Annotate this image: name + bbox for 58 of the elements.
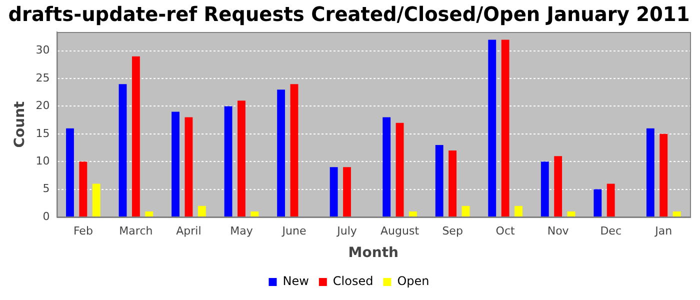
bar — [330, 167, 338, 216]
bar — [462, 206, 470, 216]
y-tick-label: 15 — [36, 126, 50, 140]
bar — [672, 211, 681, 216]
bar — [66, 128, 74, 216]
bar — [396, 122, 404, 216]
bar — [435, 144, 444, 216]
bar — [409, 211, 417, 216]
y-tick-label: 10 — [36, 154, 50, 168]
x-tick-label: August — [380, 224, 420, 238]
y-tick-label: 5 — [42, 182, 50, 196]
y-tick-label: 25 — [36, 71, 50, 84]
legend-label: Open — [397, 274, 430, 288]
x-tick-label: March — [119, 224, 153, 238]
y-tick-label: 30 — [36, 44, 50, 57]
x-tick-label: Jan — [654, 224, 672, 238]
chart-title: drafts-update-ref Requests Created/Closed/Open January 2011 — [8, 2, 690, 26]
bar — [118, 84, 127, 216]
bar — [567, 211, 576, 216]
x-tick-label: Oct — [496, 224, 516, 238]
legend-label: New — [282, 274, 310, 288]
x-tick-label: Feb — [73, 224, 93, 238]
bar — [660, 134, 668, 216]
bar — [554, 156, 562, 216]
bar — [145, 211, 154, 216]
bar — [92, 184, 100, 216]
x-tick-label: Dec — [600, 224, 622, 238]
bar — [594, 189, 602, 216]
bar — [198, 206, 206, 216]
bar — [606, 184, 615, 216]
bar — [501, 40, 510, 216]
bar — [132, 56, 140, 216]
y-tick-label: 0 — [42, 210, 50, 223]
bar — [514, 206, 522, 216]
bar — [646, 128, 654, 216]
bar — [382, 117, 391, 216]
x-axis-title: Month — [348, 245, 398, 262]
x-tick-label: May — [230, 224, 254, 238]
y-tick-label: 20 — [36, 99, 50, 112]
bar — [79, 162, 88, 216]
bar — [224, 106, 232, 216]
x-tick-label: April — [176, 224, 202, 238]
bar — [290, 84, 298, 216]
x-tick-label: Sep — [442, 224, 463, 238]
bar — [343, 167, 351, 216]
bar — [448, 150, 457, 216]
x-tick-label: June — [281, 224, 306, 238]
bar — [184, 117, 193, 216]
bar — [540, 162, 549, 216]
x-tick-label: Nov — [547, 224, 570, 238]
bar — [277, 90, 286, 216]
bar — [172, 112, 180, 216]
bar — [488, 40, 496, 216]
x-tick-label: July — [336, 224, 358, 238]
bar — [250, 211, 259, 216]
bar — [238, 100, 246, 216]
legend-label: Closed — [332, 274, 374, 288]
y-axis-title: Count — [12, 100, 28, 148]
